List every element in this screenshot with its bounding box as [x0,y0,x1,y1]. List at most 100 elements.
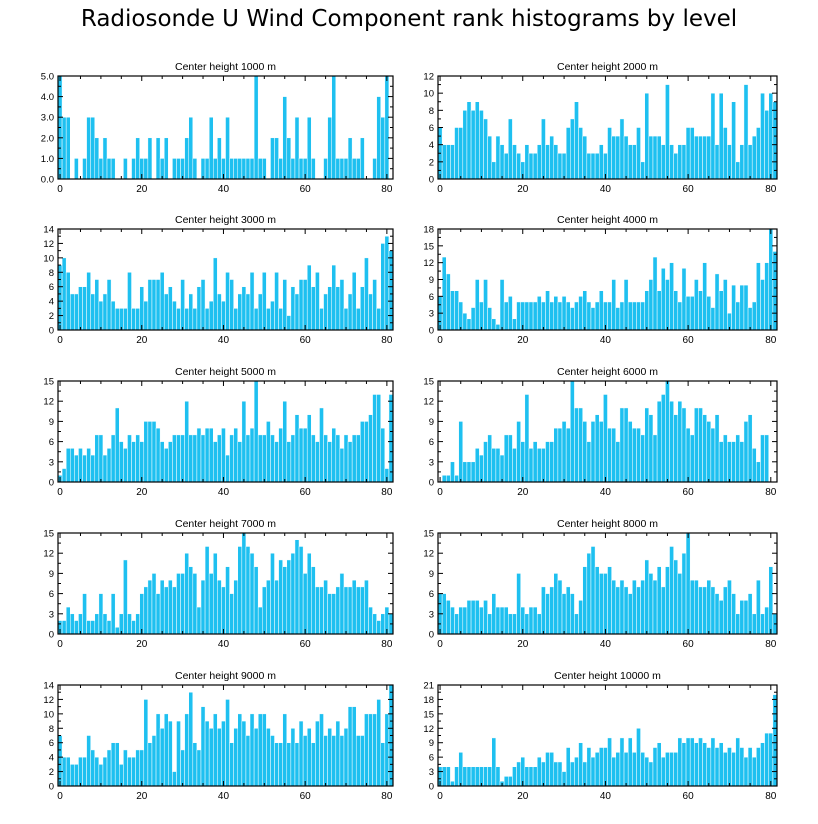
histogram-bar [257,293,263,331]
histogram-bar [380,116,386,180]
histogram-bar [65,272,71,331]
histogram-bar [147,137,153,180]
histogram-bar [458,127,464,180]
histogram-bar [102,454,108,483]
histogram-bar [561,153,567,180]
histogram-panel: 0 20 40 60 80 0 3 6 9 12 15 Center height 6000 m [423,366,778,498]
histogram-bar [495,766,501,787]
histogram-bar [278,742,283,787]
x-tick-label: 60 [683,335,695,346]
histogram-bar [94,613,100,635]
histogram-bar [311,434,316,483]
histogram-bar [636,728,641,787]
histogram-bar [508,434,513,483]
histogram-bar [180,749,185,787]
histogram-bar [208,427,214,483]
histogram-bar [237,293,243,331]
histogram-bar [731,752,736,787]
x-tick-label: 0 [437,184,443,195]
histogram-bar [86,116,91,180]
histogram-bar [590,307,596,331]
histogram-bar [557,301,563,331]
histogram-bar [212,713,218,787]
histogram-bar [718,441,724,483]
histogram-bar [603,573,608,635]
histogram-bar [689,296,695,331]
histogram-bar [302,427,308,483]
y-tick-label: 0 [429,782,434,793]
histogram-bar [139,593,145,635]
histogram-bar [114,308,120,331]
histogram-bar [168,720,173,787]
histogram-bar [278,308,283,331]
histogram-bar [188,434,194,483]
histogram-bar [652,434,658,483]
histogram-bar [151,279,157,331]
histogram-bar [768,732,774,787]
x-tick-label: 40 [218,639,230,650]
histogram-bar [311,566,316,635]
histogram-bar [619,579,625,635]
y-tick-label: 2.0 [41,133,54,144]
y-tick-label: 0 [429,175,434,186]
histogram-bar [474,279,480,331]
histogram-bar [524,766,530,787]
histogram-bar [565,427,571,483]
x-tick-label: 60 [300,639,312,650]
histogram-bar [302,573,308,635]
histogram-bar [78,286,83,331]
histogram-bar [266,579,271,635]
histogram-bar [582,290,588,331]
histogram-bar [598,747,604,787]
histogram-bar [549,135,555,180]
histogram-bar [611,427,617,483]
histogram-bar [450,780,455,787]
histogram-bar [479,110,484,180]
histogram-bar [335,434,341,483]
histogram-bar [315,720,320,787]
histogram-bar [257,434,263,483]
histogram-bar [735,613,741,635]
histogram-bar [376,699,381,787]
x-tick-label: 0 [57,487,63,498]
x-tick-label: 20 [517,487,529,498]
histogram-bar [315,441,320,483]
histogram-bar [685,296,691,331]
histogram-bar [351,434,357,483]
histogram-bar [702,742,707,787]
histogram-bar [462,110,468,180]
histogram-bar [245,158,251,180]
histogram-bar [237,546,243,635]
histogram-bar [172,300,177,331]
x-tick-label: 60 [683,184,695,195]
y-tick-label: 9 [49,569,54,580]
histogram-bar [180,279,185,331]
histogram-bar [751,301,757,331]
histogram-bar [495,324,501,331]
histogram-bar [466,461,472,483]
histogram-bar [290,552,296,635]
histogram-bar [524,301,530,331]
histogram-bar [86,620,91,635]
histogram-bar [94,137,100,180]
y-tick-label: 0 [429,630,434,641]
histogram-bar [565,127,571,180]
y-tick-label: 6 [49,282,54,293]
histogram-bar [479,454,484,483]
histogram-bar [772,694,778,787]
histogram-bar [503,301,509,331]
histogram-bar [163,137,169,180]
histogram-bar [327,593,332,635]
histogram-bar [474,448,480,483]
histogram-bar [372,713,377,787]
histogram-bar [632,144,637,180]
x-tick-label: 0 [57,639,63,650]
histogram-bar [574,756,579,787]
histogram-bar [462,461,468,483]
histogram-bar [673,752,679,787]
histogram-bar [110,742,116,787]
histogram-bar [499,606,505,635]
histogram-bar [594,414,600,483]
histogram-bar [698,737,703,787]
